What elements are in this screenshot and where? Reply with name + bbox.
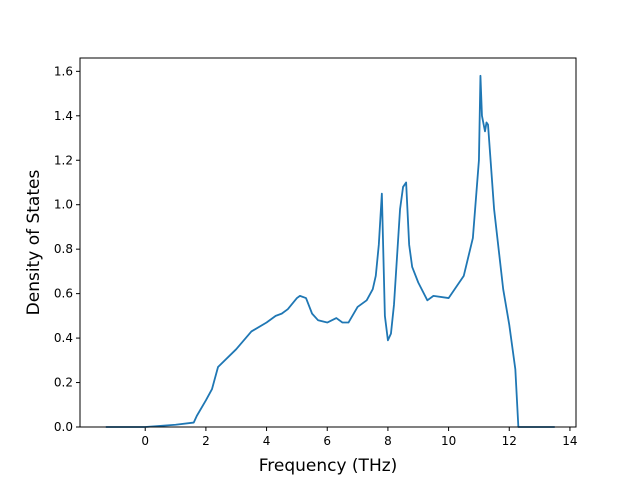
y-axis-label: Density of States [24,170,44,316]
x-axis-ticks: 0 2 4 6 8 10 12 14 [141,427,578,448]
y-tick-label: 0.4 [54,331,73,345]
x-tick-label: 10 [441,434,456,448]
y-tick-label: 1.2 [54,153,73,167]
y-tick-label: 0.2 [54,376,73,390]
y-tick-label: 1.4 [54,109,73,123]
x-tick-label: 6 [323,434,331,448]
y-axis-ticks: 0.0 0.2 0.4 0.6 0.8 1.0 1.2 1.4 1.6 [54,64,80,434]
x-axis-label: Frequency (THz) [259,456,398,476]
y-tick-label: 0.0 [54,420,73,434]
dos-series-line [105,74,555,428]
series-layer [105,74,555,428]
y-tick-label: 0.8 [54,242,73,256]
x-tick-label: 8 [384,434,392,448]
x-tick-label: 2 [202,434,210,448]
x-tick-label: 12 [502,434,517,448]
y-tick-label: 1.0 [54,198,73,212]
plot-frame [79,57,577,428]
y-tick-label: 0.6 [54,287,73,301]
x-tick-label: 14 [562,434,577,448]
x-tick-label: 0 [141,434,149,448]
y-tick-label: 1.6 [54,64,73,78]
x-tick-label: 4 [263,434,271,448]
